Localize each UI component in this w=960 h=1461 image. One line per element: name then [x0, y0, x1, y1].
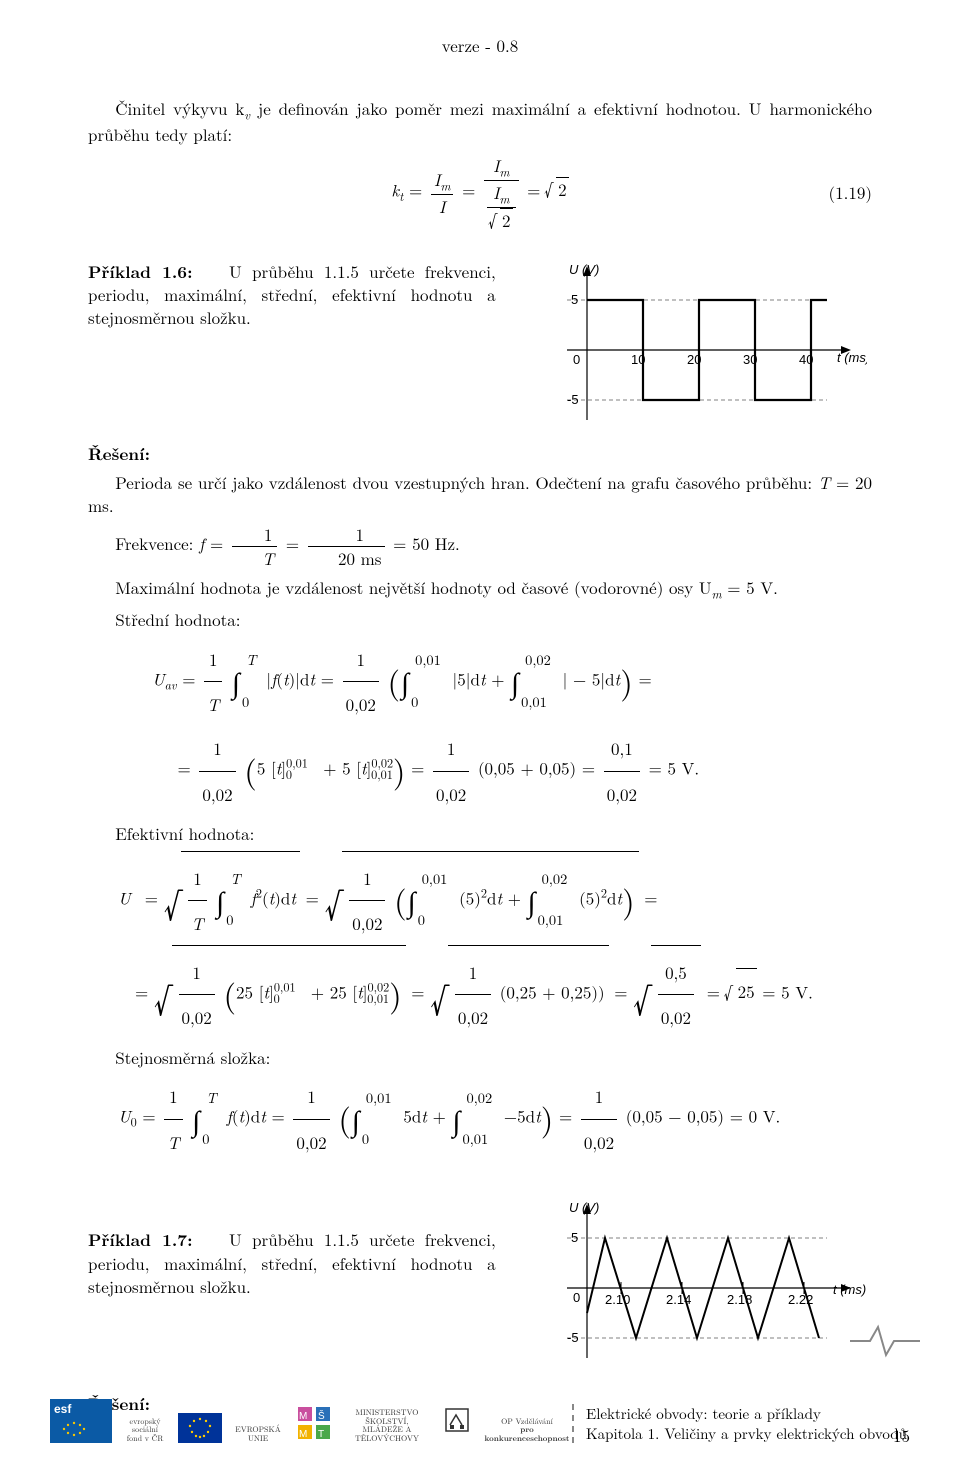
reseni-line-mean-label: Střední hodnota: — [88, 608, 872, 631]
svg-text:T: T — [318, 1429, 324, 1440]
page-footer: esf evropskýsociálnífond v ČR EVROPSKÁ U… — [0, 1399, 960, 1443]
eu-logo-text: EVROPSKÁ UNIE — [230, 1426, 286, 1443]
equation-mean: Uav = 1T ∫T0 |f(t)|dt = 10,02 (∫0,010 |5… — [152, 637, 872, 816]
svg-text:esf: esf — [54, 1402, 72, 1416]
esf-logo-icon: esf — [50, 1399, 112, 1443]
footer-caption: Elektrické obvody: teorie a příklady Kap… — [572, 1404, 946, 1443]
equation-1-19: kt = ImI = ImIm2 = 2 (1.19) — [88, 154, 872, 232]
figure-square-wave: U (V) t (ms) 5 0 -5 10 20 30 40 — [527, 260, 872, 430]
msmt-logo-icon: M Š M T — [294, 1403, 334, 1443]
op-logo-icon — [440, 1405, 474, 1443]
msmt-logo-text: MINISTERSTVO ŠKOLSTVÍ,MLÁDEŽE A TĚLOVÝCH… — [342, 1409, 432, 1443]
reseni-line-period: Perioda se určí jako vzdálenost dvou vze… — [88, 471, 872, 517]
intro-paragraph: Činitel výkyvu kv je definován jako pomě… — [88, 97, 872, 146]
reseni-line-freq: Frekvence: f = 1T = 120 ms = 50 Hz. — [88, 523, 872, 570]
svg-text:5: 5 — [571, 292, 578, 307]
square-wave-svg: U (V) t (ms) 5 0 -5 10 20 30 40 — [527, 260, 867, 430]
svg-text:M: M — [299, 1411, 307, 1422]
stejno-label: Stejnosměrná složka: — [88, 1046, 872, 1069]
op-logo-text: OP Vzdělávánípro konkurenceschopnost — [482, 1418, 572, 1443]
example-1-7-text: Příklad 1.7: U průběhu 1.1.5 určete frek… — [88, 1198, 496, 1298]
eu-flag-icon — [178, 1413, 222, 1443]
equation-rms: U = √1T ∫T0 f2(t)dt = √10,02 (∫0,010 (5)… — [118, 851, 872, 1040]
equation-number: (1.19) — [829, 181, 872, 204]
page-number: 15 — [893, 1424, 910, 1447]
example-1-6-text: Příklad 1.6: U průběhu 1.1.5 určete frek… — [88, 260, 496, 330]
svg-text:Š: Š — [318, 1409, 325, 1422]
decorative-wave-icon — [850, 1321, 920, 1361]
reseni-line-max: Maximální hodnota je vzdálenost největší… — [88, 576, 872, 602]
example-1-7-row: Příklad 1.7: U průběhu 1.1.5 určete frek… — [88, 1198, 872, 1368]
equation-dc: U0 = 1T ∫T0 f(t)dt = 10,02 (∫0,010 5dt +… — [118, 1074, 872, 1163]
svg-text:0: 0 — [573, 352, 580, 367]
chart2-xlabel: t (ms) — [833, 1282, 866, 1297]
reseni-heading-1: Řešení: — [88, 442, 872, 466]
triangle-wave-svg: U (V) t (ms) 5 0 -5 2.10 2.14 — [527, 1198, 867, 1368]
svg-text:0: 0 — [573, 1290, 580, 1305]
example-1-6-row: Příklad 1.6: U průběhu 1.1.5 určete frek… — [88, 260, 872, 430]
svg-text:5: 5 — [571, 1230, 578, 1245]
esf-logo-text: evropskýsociálnífond v ČR — [120, 1418, 170, 1443]
svg-text:M: M — [299, 1429, 307, 1440]
svg-text:-5: -5 — [567, 1330, 579, 1345]
footer-logos: esf evropskýsociálnífond v ČR EVROPSKÁ U… — [50, 1399, 572, 1443]
version-header: verze - 0.8 — [88, 34, 872, 57]
efektivni-label: Efektivní hodnota: — [88, 822, 872, 845]
svg-text:-5: -5 — [567, 392, 579, 407]
figure-triangle-wave: U (V) t (ms) 5 0 -5 2.10 2.14 — [527, 1198, 872, 1368]
page: verze - 0.8 Činitel výkyvu kv je definov… — [0, 0, 960, 1461]
